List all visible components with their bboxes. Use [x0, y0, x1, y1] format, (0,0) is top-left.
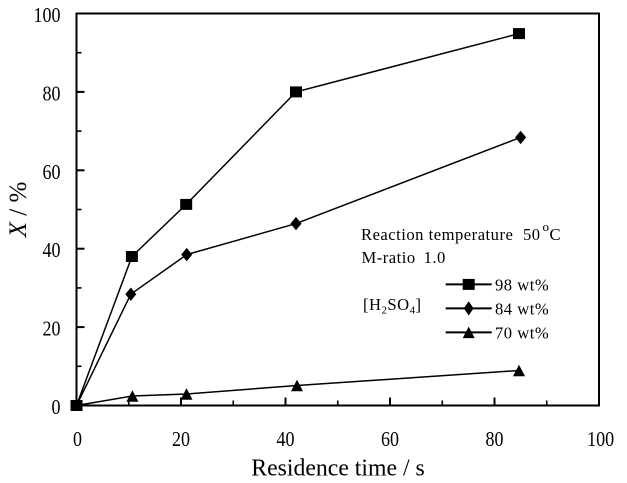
svg-text:0: 0 [73, 428, 82, 452]
svg-text:100: 100 [587, 428, 614, 452]
svg-text:50: 50 [523, 225, 541, 244]
svg-text:20: 20 [43, 317, 61, 341]
svg-text:80: 80 [486, 428, 504, 452]
svg-text:40: 40 [277, 428, 295, 452]
svg-text:[H2SO4]: [H2SO4] [363, 295, 422, 317]
svg-text:Reaction temperature: Reaction temperature [361, 225, 513, 244]
svg-text:60: 60 [381, 428, 399, 452]
svg-text:0: 0 [51, 396, 60, 420]
svg-text:o: o [543, 219, 550, 234]
svg-text:Residence time / s: Residence time / s [251, 455, 425, 481]
svg-text:20: 20 [172, 428, 190, 452]
svg-text:98 wt%: 98 wt% [495, 276, 549, 295]
svg-text:M-ratio: M-ratio [362, 248, 416, 267]
svg-text:1.0: 1.0 [424, 248, 446, 267]
svg-text:X / %: X / % [5, 182, 32, 239]
svg-text:80: 80 [43, 82, 61, 106]
svg-text:84 wt%: 84 wt% [495, 300, 549, 319]
svg-text:60: 60 [43, 160, 61, 184]
svg-text:C: C [550, 225, 562, 244]
svg-text:100: 100 [34, 4, 61, 28]
svg-text:70 wt%: 70 wt% [495, 324, 549, 343]
svg-text:40: 40 [43, 239, 61, 263]
